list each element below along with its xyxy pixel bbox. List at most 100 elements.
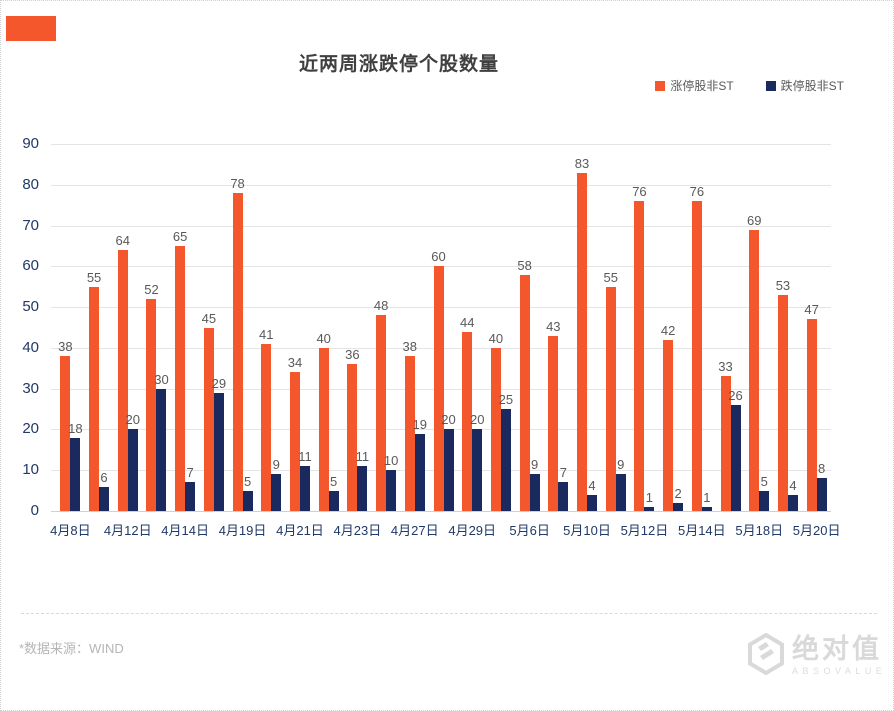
limit-down-bar: [414, 433, 425, 511]
bar-value-label: 7: [186, 465, 194, 481]
watermark-text-en: ABSOVALUE: [792, 666, 887, 676]
limit-down-bar: [299, 466, 310, 511]
limit-up-bar: [691, 201, 702, 511]
x-axis-tick-label: 4月27日: [390, 523, 439, 538]
bar-value-label: 55: [86, 269, 102, 285]
absovalue-watermark: 绝对值 ABSOVALUE: [747, 633, 886, 676]
absovalue-logo-icon: [748, 633, 784, 675]
limit-down-bar: [242, 490, 253, 511]
bar-value-label: 1: [703, 489, 711, 505]
bar-value-label: 4: [789, 477, 797, 493]
bar-value-label: 47: [804, 302, 819, 318]
limit-up-bar: [60, 356, 71, 511]
gridline: [51, 225, 831, 227]
bar-value-label: 36: [345, 347, 360, 363]
limit-up-bar: [376, 315, 387, 511]
limit-up-bar: [806, 319, 817, 511]
x-axis-tick-label: 4月8日: [50, 523, 91, 538]
limit-down-bar: [529, 474, 540, 511]
y-axis-tick-label: 50: [22, 298, 39, 316]
limit-down-bar: [816, 478, 827, 511]
limit-up-bar: [433, 266, 444, 511]
x-axis-tick-label: 4月14日: [161, 523, 209, 538]
legend-item: 涨停股非ST: [655, 77, 734, 94]
limit-down-bar: [587, 494, 598, 511]
limit-down-bar: [701, 506, 712, 511]
limit-down-bar: [472, 429, 483, 511]
bar-value-label: 65: [172, 228, 188, 244]
bar-value-label: 7: [559, 465, 567, 481]
y-axis-tick-label: 40: [22, 338, 39, 356]
bar-value-label: 60: [431, 249, 446, 265]
chart-title: 近两周涨跌停个股数量: [298, 54, 500, 75]
x-axis-tick-label: 5月12日: [620, 523, 669, 538]
x-axis-tick-label: 4月21日: [276, 523, 324, 538]
limit-down-bar: [644, 506, 655, 511]
bar-value-label: 40: [316, 330, 331, 346]
limit-down-bar: [558, 482, 569, 511]
bar-value-label: 9: [617, 457, 625, 473]
bar-value-label: 76: [632, 184, 647, 200]
bar-value-label: 55: [603, 269, 618, 285]
legend-item: 跌停股非ST: [765, 77, 844, 94]
bar-value-label: 52: [144, 281, 159, 297]
limit-up-bar: [89, 286, 100, 511]
bar-value-label: 5: [760, 473, 768, 489]
bar-value-label: 1: [645, 489, 654, 505]
x-axis-tick-label: 5月20日: [792, 523, 841, 538]
bar-value-label: 48: [373, 298, 389, 314]
bar-value-label: 20: [441, 412, 456, 428]
bar-value-label: 18: [68, 420, 83, 436]
limit-down-bar: [615, 474, 626, 511]
limit-up-bar: [548, 335, 559, 511]
legend: 涨停股非ST 跌停股非ST: [655, 77, 844, 94]
bar-value-label: 26: [728, 387, 743, 403]
limit-down-bar: [185, 482, 196, 511]
x-axis-tick-label: 5月10日: [563, 523, 611, 538]
bar-value-label: 42: [660, 322, 676, 338]
limit-up-bar: [404, 356, 415, 511]
limit-up-bar: [720, 376, 731, 511]
limit-up-bar: [519, 274, 530, 511]
limit-up-bar: [577, 172, 588, 511]
limit-down-bar: [213, 392, 224, 511]
bar-value-label: 10: [383, 453, 399, 469]
bar-value-label: 83: [574, 155, 590, 171]
x-axis-tick-label: 4月29日: [448, 523, 497, 538]
limit-up-bar: [490, 347, 501, 511]
limit-down-bar: [730, 404, 741, 511]
limit-down-bar: [673, 502, 684, 511]
bar-value-label: 69: [747, 212, 762, 228]
bar-value-label: 8: [818, 461, 826, 477]
bar-value-label: 33: [718, 359, 733, 375]
bar-value-label: 53: [775, 277, 791, 293]
limit-up-bar: [146, 298, 157, 511]
bar-value-label: 11: [298, 449, 312, 465]
limit-down-bar: [127, 429, 138, 511]
bar-value-label: 6: [100, 469, 108, 485]
limit-down-bar: [759, 490, 770, 511]
limit-up-bar: [663, 339, 674, 511]
limit-down-bar: [386, 470, 397, 511]
bar-value-label: 58: [517, 257, 532, 273]
limit-up-bar: [117, 250, 128, 511]
limit-up-bar: [777, 294, 788, 511]
limit-up-bar: [289, 372, 300, 511]
x-axis-tick-label: 4月19日: [218, 523, 267, 538]
bar-value-label: 45: [201, 310, 217, 326]
y-axis-tick-label: 90: [22, 135, 39, 152]
bar-value-label: 64: [115, 233, 130, 249]
limit-up-bar: [462, 331, 473, 511]
limit-up-bar: [318, 347, 329, 511]
bar-value-label: 40: [488, 330, 504, 346]
bar-value-label: 29: [211, 375, 227, 391]
legend-swatch-icon: [765, 80, 776, 91]
bar-value-label: 20: [125, 412, 140, 428]
bar-value-label: 5: [243, 473, 252, 489]
y-axis-tick-label: 30: [22, 379, 39, 397]
x-axis-tick-label: 4月12日: [103, 523, 152, 538]
bar-value-label: 11: [355, 449, 370, 465]
gridline: [51, 144, 831, 145]
limit-down-bar: [99, 486, 110, 511]
x-axis-tick-label: 4月23日: [333, 523, 382, 538]
